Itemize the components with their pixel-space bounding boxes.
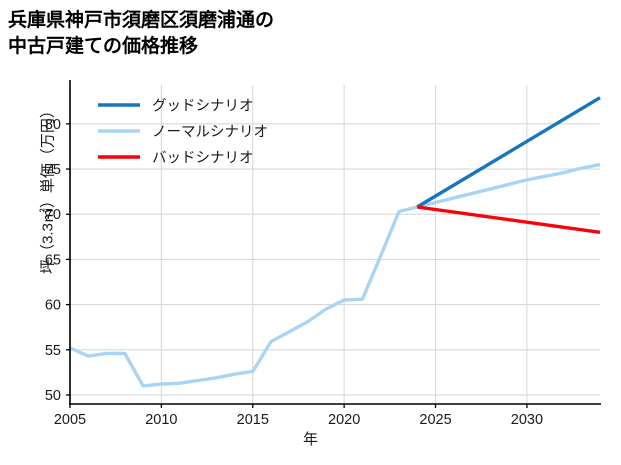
y-tick-label: 60 [45, 298, 61, 314]
legend-label: バッドシナリオ [152, 151, 254, 167]
x-tick-label: 2025 [419, 412, 451, 428]
tick-labels: 50 55 60 65 70 75 80 2005 2010 2015 2020 2025 2030 [45, 117, 543, 428]
axis-spines [69, 80, 601, 405]
chart-title: 兵庫県神戸市須磨区須磨浦通の 中古戸建ての価格推移 [8, 10, 275, 57]
series-layer [69, 96, 601, 388]
y-axis-label-wrapper: 坪（3.3㎡）単価（万円） [37, 24, 58, 354]
y-tick-label: 70 [45, 207, 61, 223]
y-tick-label: 80 [45, 117, 61, 133]
x-tick-label: 2015 [237, 412, 269, 428]
x-tick-label: 2010 [145, 412, 177, 428]
gridlines [69, 85, 600, 404]
series-line-normal [69, 162, 601, 388]
x-tick-label: 2020 [328, 412, 360, 428]
y-tick-label: 75 [45, 162, 61, 178]
series-line-bad [417, 205, 601, 234]
y-tick-label: 55 [45, 343, 61, 359]
y-axis-label: 坪（3.3㎡）単価（万円） [39, 103, 57, 274]
y-tick-label: 50 [45, 388, 61, 404]
x-tick-label: 2030 [511, 412, 543, 428]
series-line-good [416, 96, 601, 209]
x-axis-label: 年 [302, 431, 318, 448]
legend-label: ノーマルシナリオ [152, 125, 268, 141]
x-tick-label: 2005 [54, 412, 86, 428]
legend-label: グッドシナリオ [152, 98, 254, 115]
y-tick-label: 65 [45, 252, 61, 268]
